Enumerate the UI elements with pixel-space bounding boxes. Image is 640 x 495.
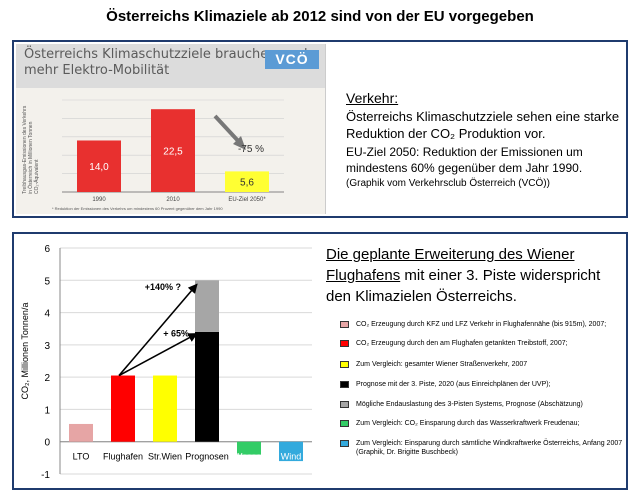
vco-logo: VCÖ bbox=[265, 50, 319, 69]
graphic-category-label: 1990 bbox=[92, 197, 106, 203]
airport-headline: Die geplante Erweiterung des Wiener Flug… bbox=[326, 244, 621, 307]
headline-rest: mit einer 3. Piste widerspricht den Klim… bbox=[326, 267, 601, 305]
x-category-label: LTO bbox=[73, 452, 90, 462]
legend-text: CO₂ Erzeugung durch den am Flughafen get… bbox=[356, 340, 568, 347]
eu-target-text: EU-Ziel 2050: Reduktion der Emissionen u… bbox=[346, 145, 583, 175]
graphic-arrow-head bbox=[233, 136, 246, 150]
vco-bar-chart: 14,0 1990 22,5 2010 5,6 EU-Ziel 2050* -75 % * R… bbox=[52, 99, 284, 211]
graphic-arrow bbox=[213, 114, 243, 146]
graphic-category-label: EU-Ziel 2050* bbox=[228, 197, 266, 203]
graphic-y-axis-label: Treibhausgas-Emissionen des Verkehrs in … bbox=[22, 105, 40, 194]
arrow-140 bbox=[118, 283, 198, 377]
legend-text: Zum Vergleich: gesamter Wiener Straßenve… bbox=[356, 361, 528, 368]
y-tick-label: -1 bbox=[41, 470, 50, 481]
legend-text: Zum Vergleich: Einsparung durch sämtlich… bbox=[356, 440, 623, 456]
graphic-title: Österreichs Klimaschutzziele brauchen au… bbox=[24, 47, 312, 78]
y-tick-label: 2 bbox=[44, 373, 50, 384]
airport-co2-chart: -1 0 1 2 3 4 5 6 CO₂, Millionen Tonnen/a LTO Flugh… bbox=[20, 244, 312, 481]
traffic-body: Österreichs Klimaschutzziele sehen eine … bbox=[346, 109, 620, 141]
graphic-bar-value: 22,5 bbox=[163, 147, 183, 158]
x-category-label: Str.Wien bbox=[148, 452, 182, 462]
graphic-bar-value: 5,6 bbox=[240, 178, 254, 189]
headline-underlined: Die geplante Erweiterung des Wiener Flug… bbox=[326, 246, 575, 284]
bar-lto bbox=[69, 423, 93, 442]
legend-swatch bbox=[340, 361, 349, 368]
y-tick-label: 5 bbox=[44, 276, 50, 287]
legend-text: Zum Vergleich: CO₂ Einsparung durch das … bbox=[356, 420, 580, 427]
graphic-bar bbox=[151, 109, 195, 192]
traffic-text-block: Verkehr: Österreichs Klimaschutzziele se… bbox=[346, 90, 636, 189]
legend-swatch bbox=[340, 321, 349, 328]
legend-swatch bbox=[340, 440, 349, 447]
legend-swatch bbox=[340, 401, 349, 408]
y-tick-label: 6 bbox=[44, 244, 50, 255]
y-tick-label: 3 bbox=[44, 341, 50, 352]
legend-text: CO₂ Erzeugung durch KFZ und LFZ Verkehr … bbox=[356, 321, 607, 328]
graphic-bar-value: 14,0 bbox=[89, 162, 109, 173]
bar-strwien bbox=[153, 375, 177, 442]
graphic-bar bbox=[77, 140, 121, 192]
traffic-heading: Verkehr: bbox=[346, 90, 399, 106]
annotation-65: + 65% bbox=[163, 328, 189, 338]
graphic-category-label: 2010 bbox=[166, 197, 180, 203]
x-category-label: Prognosen bbox=[185, 452, 229, 462]
graphic-arrow-label: -75 % bbox=[238, 144, 264, 155]
bar-wasser bbox=[237, 441, 261, 455]
y-axis-label: CO₂, Millionen Tonnen/a bbox=[20, 303, 30, 400]
bar-wind bbox=[279, 441, 303, 462]
y-tick-label: 1 bbox=[44, 405, 50, 416]
legend-swatch bbox=[340, 340, 349, 347]
bar-flughafen bbox=[111, 375, 135, 442]
y-tick-label: 4 bbox=[44, 309, 50, 320]
x-category-label: Flughafen bbox=[103, 452, 143, 462]
newspaper-graphic: Österreichs Klimaschutzziele brauchen au… bbox=[16, 44, 326, 214]
x-category-label: Wind bbox=[281, 452, 302, 462]
legend-text: Mögliche Endauslastung des 3-Pisten Syst… bbox=[356, 401, 583, 408]
legend-swatch bbox=[340, 420, 349, 427]
top-panel: Österreichs Klimaschutzziele brauchen au… bbox=[12, 40, 628, 218]
graphic-source: (Graphik vom Verkehrsclub Österreich (VC… bbox=[346, 178, 550, 189]
bottom-panel: -1 0 1 2 3 4 5 6 CO₂, Millionen Tonnen/a LTO Flugh… bbox=[12, 232, 628, 490]
bar-prognosis-extension bbox=[195, 280, 219, 332]
graphic-bar bbox=[225, 171, 269, 192]
arrow-65 bbox=[118, 332, 198, 377]
legend-text: Prognose mit der 3. Piste, 2020 (aus Ein… bbox=[356, 381, 551, 388]
graphic-header: Österreichs Klimaschutzziele brauchen au… bbox=[16, 44, 325, 88]
legend-swatch bbox=[340, 381, 349, 388]
annotation-140: +140% ? bbox=[145, 282, 181, 292]
graphic-footnote: * Reduktion der Emissionen des Verkehrs … bbox=[52, 206, 223, 211]
y-tick-label: 0 bbox=[44, 438, 50, 449]
page-title: Österreichs Klimaziele ab 2012 sind von … bbox=[106, 8, 534, 25]
bar-prognosen bbox=[195, 331, 219, 442]
x-category-label: Wasser bbox=[234, 452, 264, 462]
